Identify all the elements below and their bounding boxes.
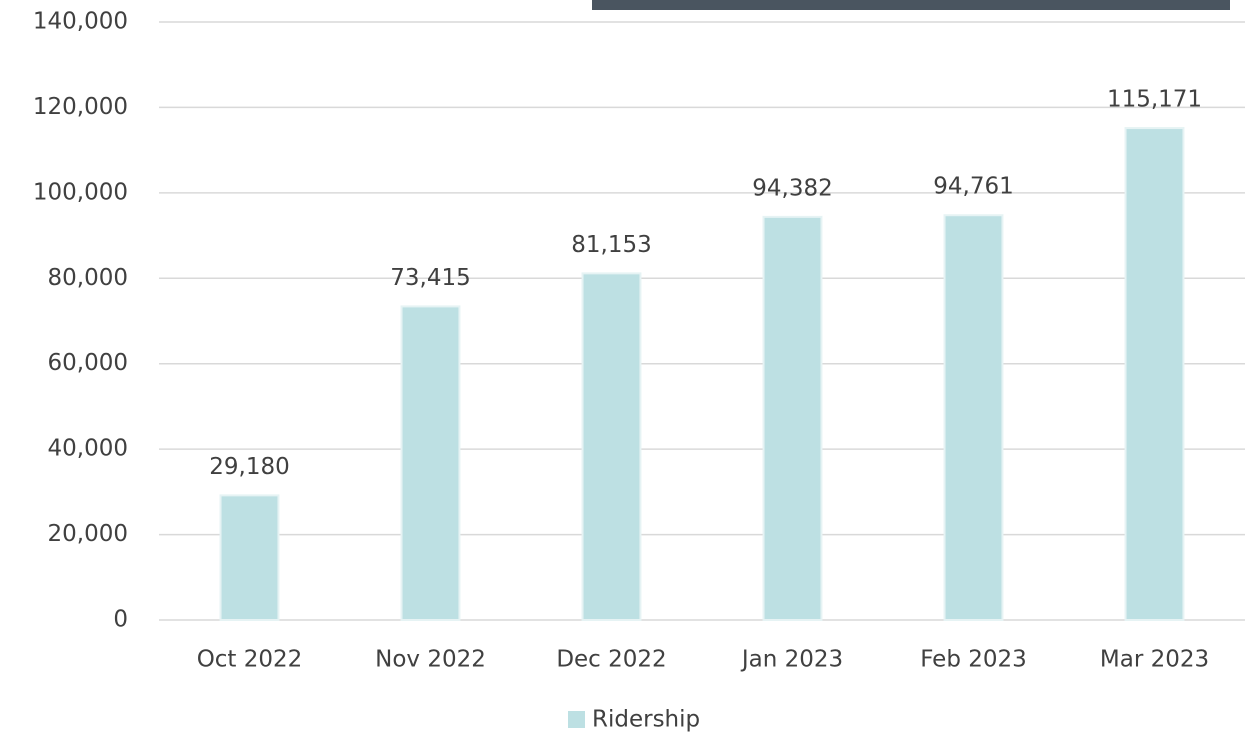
y-tick-label: 40,000 [48, 436, 128, 462]
x-tick-label: Oct 2022 [197, 647, 303, 673]
data-label: 81,153 [571, 232, 651, 258]
bar [943, 214, 1004, 621]
data-label: 115,171 [1107, 87, 1202, 113]
data-label: 94,382 [752, 175, 832, 201]
bar [581, 272, 642, 621]
y-tick-label: 20,000 [48, 521, 128, 547]
photo-strip [592, 0, 1230, 10]
legend-label: Ridership [592, 707, 700, 733]
bar [219, 494, 280, 621]
data-label: 94,761 [933, 174, 1013, 200]
y-tick-label: 100,000 [33, 179, 128, 205]
x-tick-label: Dec 2022 [556, 647, 666, 673]
x-tick-label: Jan 2023 [740, 647, 843, 673]
y-tick-label: 60,000 [48, 350, 128, 376]
bar [400, 305, 461, 621]
y-tick-label: 80,000 [48, 265, 128, 291]
y-tick-label: 0 [113, 607, 128, 633]
x-tick-label: Mar 2023 [1100, 647, 1209, 673]
y-tick-label: 120,000 [33, 94, 128, 120]
data-label: 73,415 [390, 265, 470, 291]
bar [762, 215, 823, 621]
x-tick-label: Feb 2023 [920, 647, 1027, 673]
bar [1124, 127, 1185, 621]
x-tick-label: Nov 2022 [375, 647, 486, 673]
y-tick-label: 140,000 [33, 9, 128, 35]
legend-swatch [568, 711, 585, 728]
data-label: 29,180 [209, 454, 289, 480]
